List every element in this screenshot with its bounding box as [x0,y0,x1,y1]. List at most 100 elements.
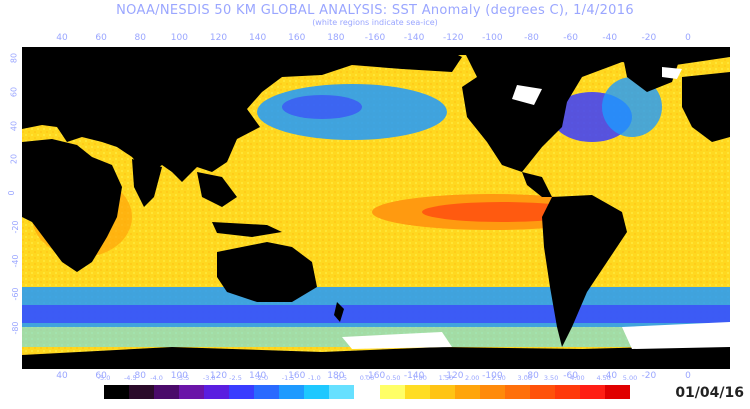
australia [217,242,317,302]
longitude-label: -20 [641,33,657,43]
colorbar-tick-labels: -5.0 -4.5 -4.0 -3.5 -3.0 -2.5 -2.0 -1.5 -1.0 -0.5… [98,374,638,385]
colorbar-swatch [554,385,580,399]
longitude-label: -100 [482,33,503,43]
colorbar-swatch [229,385,255,399]
colorbar-tick-label: -3.0 [202,374,216,382]
latitude-label: 20 [9,154,19,165]
colorbar-tick-label: -5.0 [97,374,111,382]
longitude-label: 80 [134,371,146,381]
longitude-label: 140 [249,33,267,43]
longitude-label: -60 [563,33,578,43]
longitude-label: -120 [443,33,464,43]
weddell-sea-ice [622,322,730,349]
colorbar-swatch [454,385,480,399]
latitude-label: 60 [9,86,19,97]
antarctica [22,345,730,369]
africa [22,139,122,272]
longitude-label: 0 [685,371,691,381]
colorbar-tick-label: -4.5 [123,374,137,382]
colorbar-tick-label: 2.00 [464,374,480,382]
longitude-label: -40 [602,371,618,381]
colorbar-swatch [529,385,555,399]
latitude-label: -40 [11,253,21,268]
longitude-label: 160 [288,371,306,381]
colorbar-swatch [379,385,405,399]
colorbar-swatch [204,385,230,399]
latitude-label: 40 [9,120,19,131]
date-label: 01/04/16 [675,385,744,401]
longitude-label: -20 [641,371,657,381]
colorbar-tick-label: 1.50 [438,374,454,382]
latitude-label: 80 [9,52,19,64]
longitude-label: -160 [364,33,386,43]
map-canvas [22,47,730,369]
colorbar-swatch [504,385,530,399]
colorbar-tick-label: -3.5 [176,374,190,382]
colorbar-swatch [604,385,630,399]
colorbar-tick-label: 4.50 [596,374,611,382]
eurasia [22,47,462,182]
latitude-label: -60 [11,287,21,301]
colorbar-tick-label: 5.00 [622,374,638,382]
longitude-label: 140 [249,371,267,381]
colorbar-tick-label: -4.0 [150,374,163,382]
colorbar-swatch [579,385,605,399]
colorbar-swatch [129,385,155,399]
longitude-label: 120 [209,33,228,43]
colorbar-swatch [404,385,430,399]
longitude-label: 60 [95,33,107,43]
longitude-label: 40 [56,371,68,381]
colorbar-swatch [429,385,455,399]
colorbar-swatch [279,385,305,399]
map-subtitle: (white regions indicate sea-ice) [312,18,438,27]
latitude-label: 0 [7,190,17,196]
longitude-label: 0 [685,33,691,43]
ross-sea-ice [342,332,452,349]
longitude-label: -80 [524,371,539,381]
longitude-label: 100 [170,371,188,381]
colorbar-swatch [154,385,180,399]
colorbar-tick-label: 3.50 [543,374,559,382]
colorbar-swatch [329,385,355,399]
longitude-label: -60 [563,371,578,381]
colorbar-swatch [304,385,330,399]
longitude-label: -80 [524,33,539,43]
colorbar-swatch [179,385,205,399]
colorbar-tick-label: -2.0 [255,374,269,382]
colorbar-swatch [104,385,130,399]
longitude-label: -140 [403,371,425,381]
longitude-label: 180 [327,33,345,43]
land-masses [22,47,730,369]
longitude-label: -120 [443,371,464,381]
colorbar-tick-label: 0.50 [386,374,401,382]
map-title: NOAA/NESDIS 50 KM GLOBAL ANALYSIS: SST A… [116,3,634,18]
longitude-axis-top: 40 60 80 100 120 140 160 180 -160 -140 -120 -100 -80… [0,33,750,45]
colorbar-swatch [479,385,505,399]
colorbar-tick-label: 4.00 [570,374,585,382]
longitude-axis-bottom: 40 60 80 100 120 140 160 180 -160 -140 -120 -100 -80… [0,371,750,383]
south-america [542,195,627,347]
longitude-label: -40 [602,33,618,43]
colorbar-tick-label: -1.5 [281,374,295,382]
sea-ice [342,67,730,349]
anomaly-colorbar [104,385,630,399]
latitude-label: -80 [11,321,21,335]
colorbar-tick-label: 1.00 [412,374,427,382]
longitude-label: 120 [209,371,228,381]
longitude-label: 160 [288,33,306,43]
north-america [462,47,730,172]
colorbar-tick-label: -0.5 [334,374,348,382]
longitude-label: -160 [364,371,386,381]
colorbar-tick-label: 0.00 [359,374,375,382]
longitude-label: 80 [134,33,146,43]
colorbar-tick-label: -1.0 [308,374,321,382]
longitude-label: 40 [56,33,68,43]
longitude-label: 180 [327,371,345,381]
longitude-label: 60 [95,371,107,381]
colorbar-tick-label: 2.50 [491,374,506,382]
colorbar-swatch [354,385,380,399]
sst-anomaly-map [22,47,730,369]
greenland [622,52,682,92]
colorbar-tick-label: -2.5 [229,374,242,382]
colorbar-tick-label: 3.00 [517,374,533,382]
